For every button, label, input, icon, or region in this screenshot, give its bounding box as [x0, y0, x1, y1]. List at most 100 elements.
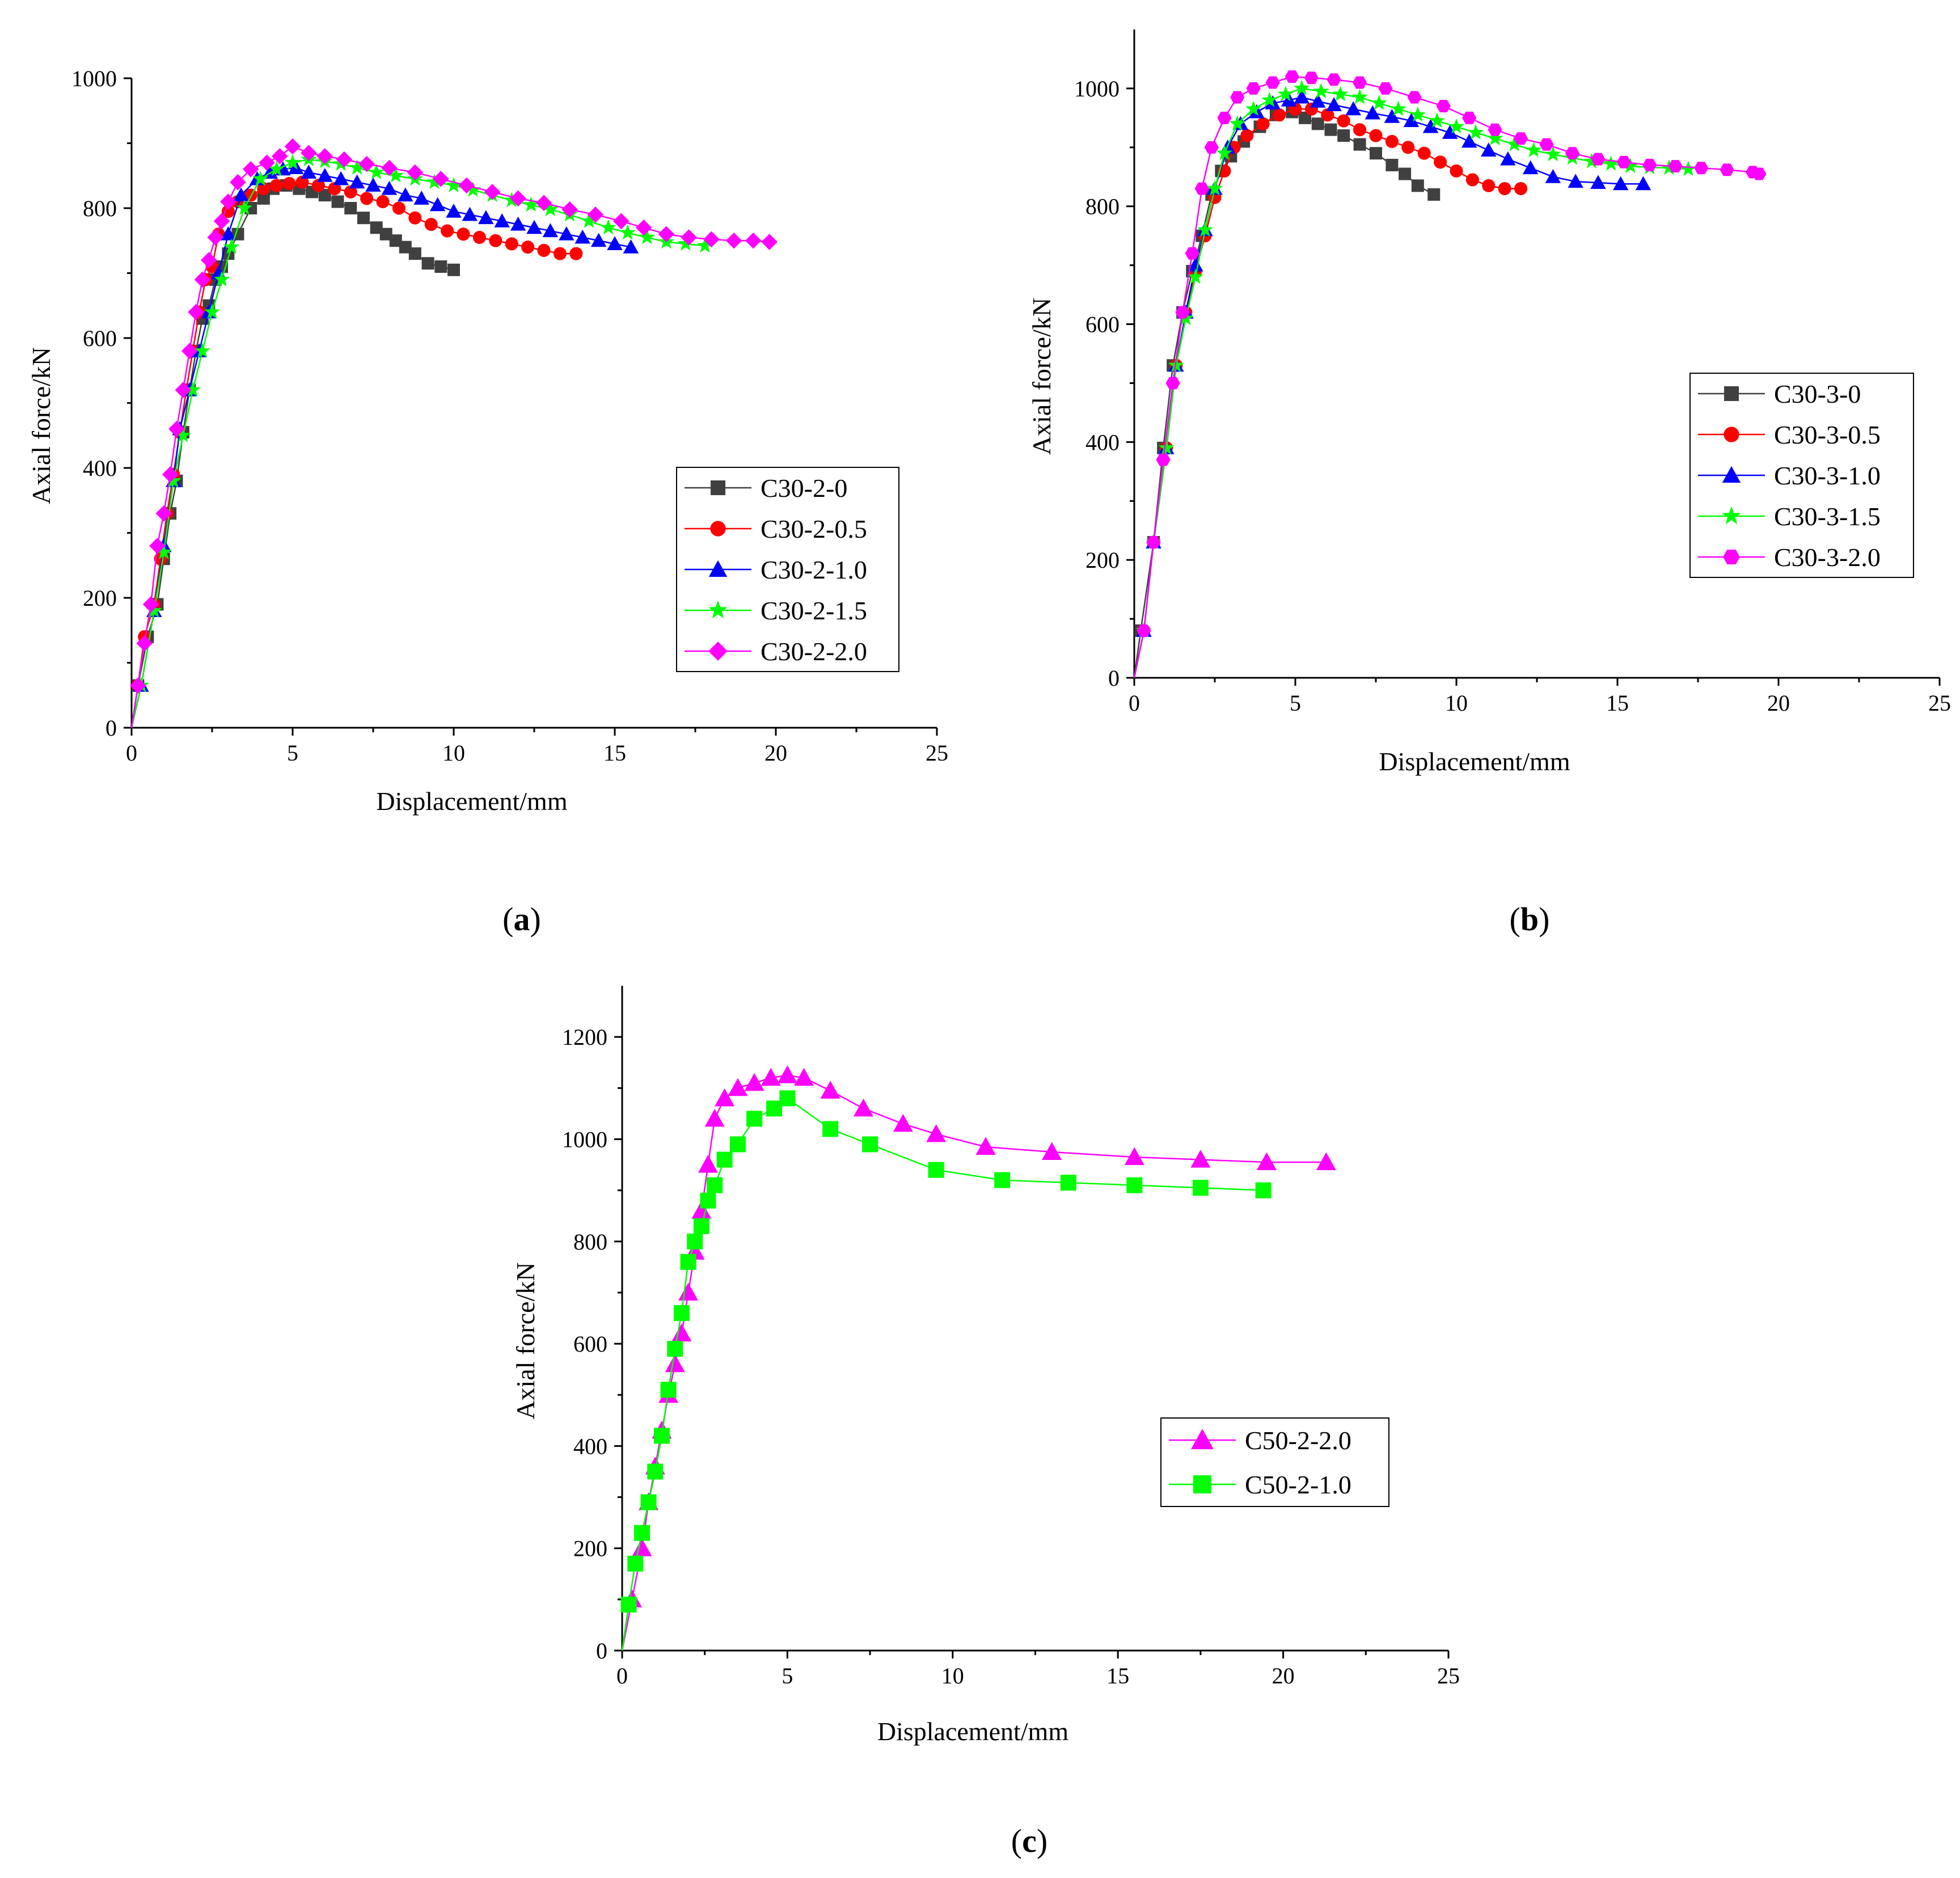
legend-entry: C30-2-1.5	[685, 596, 867, 625]
data-point	[1622, 158, 1638, 174]
y-tick-label: 400	[1085, 429, 1120, 455]
data-point	[1407, 91, 1422, 104]
data-point	[381, 180, 398, 195]
data-point	[458, 177, 475, 194]
data-point	[853, 1098, 873, 1117]
data-point	[505, 237, 518, 251]
legend-entry: C30-2-0.5	[685, 514, 867, 543]
legend: C30-2-0 C30-2-0.5 C30-2-1.0 C30-2-1.5 C30-2-…	[676, 467, 899, 672]
data-point	[413, 191, 429, 205]
data-point	[1450, 164, 1463, 178]
data-point	[257, 192, 270, 205]
data-point	[1230, 91, 1245, 104]
data-point	[1635, 176, 1651, 191]
data-point	[696, 237, 713, 253]
data-point	[1165, 377, 1180, 390]
x-tick-label: 15	[1606, 690, 1629, 716]
y-tick-label: 400	[83, 455, 117, 481]
data-point	[1417, 146, 1431, 160]
data-point	[600, 219, 616, 235]
data-point	[1345, 101, 1361, 116]
caption-b-letter: b	[1520, 901, 1539, 938]
data-point	[484, 184, 501, 200]
data-point	[640, 1494, 657, 1510]
y-axis-title: Axial force/kN	[511, 1262, 540, 1419]
data-point	[893, 1113, 913, 1132]
series-line	[1133, 111, 1434, 678]
data-point	[926, 1124, 947, 1142]
data-point	[1294, 80, 1310, 95]
x-axis-title: Displacement/mm	[877, 1717, 1068, 1746]
data-point	[1337, 114, 1350, 128]
y-tick-label: 600	[83, 326, 117, 351]
data-point	[581, 213, 597, 228]
data-point	[381, 159, 398, 176]
x-tick-label: 5	[1290, 690, 1301, 716]
data-point	[1401, 141, 1415, 154]
data-point	[1311, 117, 1324, 130]
legend-marker	[1722, 466, 1741, 483]
data-point	[1487, 130, 1503, 146]
series-C30-2-0	[130, 179, 460, 728]
legend-marker	[1723, 550, 1740, 564]
data-point	[1060, 1175, 1076, 1191]
data-point	[365, 178, 381, 192]
y-tick-label: 0	[1108, 665, 1120, 691]
data-point	[1506, 136, 1523, 151]
data-point	[421, 257, 434, 270]
data-point	[1229, 115, 1245, 131]
data-point	[358, 155, 375, 172]
data-point	[1204, 141, 1219, 154]
data-point	[1720, 163, 1734, 176]
data-point	[1565, 147, 1580, 160]
y-tick-label: 600	[573, 1331, 607, 1357]
data-point	[1403, 113, 1420, 128]
data-point	[510, 216, 526, 231]
y-axis-title: Axial force/kN	[27, 347, 56, 504]
data-point	[671, 1323, 692, 1342]
caption-a: (a)	[502, 901, 541, 938]
legend-marker	[1191, 1429, 1214, 1449]
data-point	[370, 221, 383, 234]
data-point	[673, 1305, 690, 1321]
series-C50-2-1.0	[620, 1090, 1272, 1651]
data-point	[349, 174, 365, 189]
series-line	[130, 184, 454, 728]
x-tick-label: 25	[926, 740, 948, 766]
data-point	[667, 1341, 683, 1357]
series-line	[1133, 108, 1521, 678]
data-point	[1194, 182, 1209, 195]
legend-marker	[708, 642, 728, 661]
data-point	[429, 197, 446, 212]
data-point	[559, 226, 575, 240]
data-point	[1370, 147, 1382, 160]
data-point	[1299, 111, 1312, 124]
data-point	[398, 187, 413, 202]
data-point	[1434, 155, 1447, 169]
data-point	[1603, 155, 1619, 171]
data-point	[349, 159, 365, 175]
data-point	[1273, 108, 1286, 122]
x-tick-label: 5	[287, 740, 298, 766]
data-point	[745, 232, 762, 249]
data-point	[729, 1136, 746, 1153]
data-point	[392, 201, 405, 215]
data-point	[537, 243, 551, 257]
data-point	[457, 227, 470, 241]
data-point	[1461, 133, 1477, 148]
data-point	[1545, 146, 1561, 162]
data-point	[1526, 142, 1542, 158]
data-point	[175, 427, 192, 442]
data-point	[716, 1151, 733, 1168]
data-point	[523, 196, 539, 212]
data-point	[1126, 1177, 1143, 1193]
data-point	[1616, 155, 1632, 168]
caption-c: (c)	[1011, 1822, 1047, 1859]
x-tick-label: 25	[1928, 690, 1951, 716]
data-point	[1332, 86, 1349, 102]
data-point	[1668, 160, 1683, 173]
y-tick-label: 1000	[562, 1126, 607, 1152]
data-point	[213, 271, 230, 286]
data-point	[1310, 94, 1326, 108]
